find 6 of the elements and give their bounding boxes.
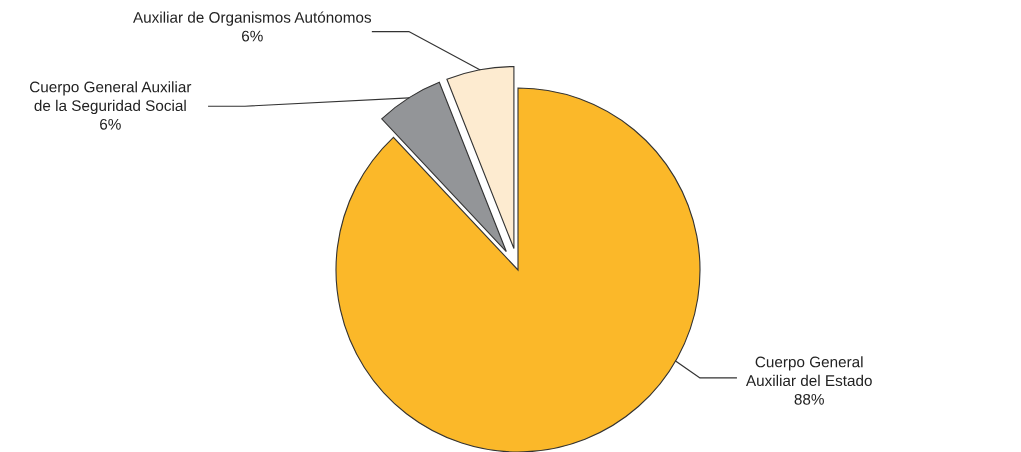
data-label: 6%: [100, 118, 121, 130]
slice-label: Cuerpo General Auxiliar de la Seguridad Social: [30, 81, 192, 115]
data-label: 6%: [242, 30, 263, 42]
slice-label: Cuerpo General Auxiliar del Estado: [745, 356, 872, 387]
data-label: 88%: [794, 393, 824, 405]
slice-label: Auxiliar de Organismos Autónomos: [133, 11, 372, 26]
